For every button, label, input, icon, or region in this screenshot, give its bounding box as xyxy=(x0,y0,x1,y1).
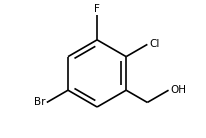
Text: OH: OH xyxy=(170,85,186,95)
Text: Br: Br xyxy=(34,97,45,108)
Text: Cl: Cl xyxy=(149,39,159,49)
Text: F: F xyxy=(94,4,100,14)
